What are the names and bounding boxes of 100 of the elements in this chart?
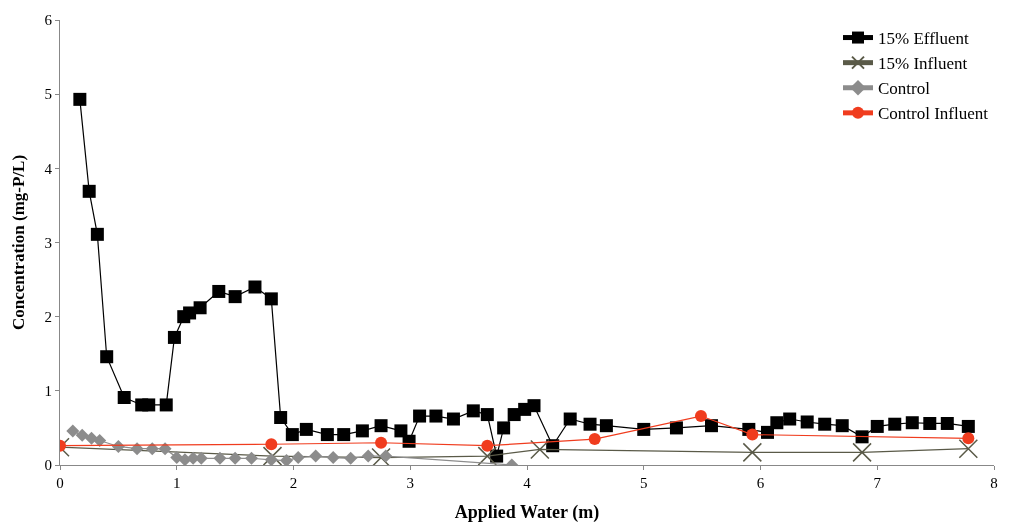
point <box>337 428 351 442</box>
x-tick-label: 0 <box>56 475 64 491</box>
point <box>75 428 89 442</box>
point <box>248 280 262 294</box>
point <box>371 447 391 465</box>
point <box>142 398 156 412</box>
point <box>818 417 832 431</box>
x-tick-label: 6 <box>756 475 765 491</box>
point <box>299 422 313 436</box>
x-tick-label: 7 <box>873 475 882 491</box>
point <box>280 454 293 465</box>
x-tick-label: 3 <box>406 475 414 491</box>
point <box>285 428 299 442</box>
legend-label: Control <box>878 79 931 99</box>
point <box>835 419 849 433</box>
y-tick-label: 6 <box>44 12 53 29</box>
point <box>770 416 784 430</box>
point <box>800 415 814 429</box>
point <box>193 301 207 315</box>
legend-label: Control Influent <box>878 104 989 124</box>
point <box>170 451 184 465</box>
point <box>375 436 388 449</box>
y-tick-label: 1 <box>44 383 52 400</box>
point <box>374 419 388 433</box>
point <box>264 292 278 306</box>
point <box>746 428 759 441</box>
point <box>855 430 869 444</box>
point <box>326 451 340 465</box>
point <box>429 409 443 423</box>
point <box>167 330 181 344</box>
point <box>852 442 872 463</box>
point <box>870 419 884 433</box>
point <box>402 434 416 448</box>
y-axis-title: Concentration (mg-P/L) <box>9 154 29 331</box>
point <box>361 449 375 463</box>
point <box>228 290 242 304</box>
point <box>637 422 651 436</box>
point <box>588 433 601 446</box>
point <box>264 453 278 465</box>
point <box>344 451 358 465</box>
point <box>66 424 80 438</box>
point <box>379 449 393 463</box>
point <box>940 416 954 430</box>
point <box>481 439 494 452</box>
point <box>100 350 114 364</box>
point <box>888 417 902 431</box>
point <box>413 409 427 423</box>
point <box>130 442 144 456</box>
y-tick-label: 5 <box>44 86 52 103</box>
point <box>183 306 197 320</box>
point <box>213 451 227 465</box>
x-tick-label: 4 <box>523 475 532 491</box>
point <box>117 391 131 405</box>
point <box>265 438 278 451</box>
point <box>704 419 718 433</box>
point <box>477 446 498 465</box>
point <box>291 451 305 465</box>
point <box>923 416 937 430</box>
point <box>958 438 979 459</box>
point <box>563 412 577 426</box>
point <box>90 227 104 241</box>
y-tick-label: 0 <box>44 457 52 474</box>
point <box>905 416 919 430</box>
y-tick-label: 3 <box>44 234 52 251</box>
point <box>228 451 242 465</box>
legend-label: 15% Effluent <box>878 29 970 49</box>
point <box>962 432 975 445</box>
x-tick-label: 1 <box>173 475 181 491</box>
x-tick-label: 2 <box>289 475 298 491</box>
legend-label: 15% Influent <box>878 54 968 74</box>
y-tick-label: 2 <box>44 308 52 325</box>
point <box>497 421 511 435</box>
point <box>244 451 258 465</box>
point <box>527 399 541 413</box>
point <box>599 419 613 433</box>
point <box>783 412 797 426</box>
x-tick-label: 8 <box>990 475 998 491</box>
point <box>446 412 460 426</box>
point <box>274 411 288 425</box>
point <box>262 446 283 465</box>
point <box>466 404 480 418</box>
point <box>309 449 323 463</box>
y-tick-label: 4 <box>44 160 53 177</box>
point <box>583 417 597 431</box>
x-tick-label: 5 <box>640 475 648 491</box>
point <box>530 439 550 460</box>
point <box>394 424 408 438</box>
point <box>93 434 107 448</box>
point <box>73 92 87 106</box>
point <box>82 184 96 198</box>
point <box>159 398 173 412</box>
point <box>355 424 369 438</box>
x-axis-title: Applied Water (m) <box>454 502 600 524</box>
point <box>961 419 975 433</box>
point <box>694 410 707 423</box>
point <box>480 408 494 422</box>
point <box>320 428 334 442</box>
point <box>669 421 683 435</box>
point <box>212 284 226 298</box>
point <box>742 442 763 463</box>
